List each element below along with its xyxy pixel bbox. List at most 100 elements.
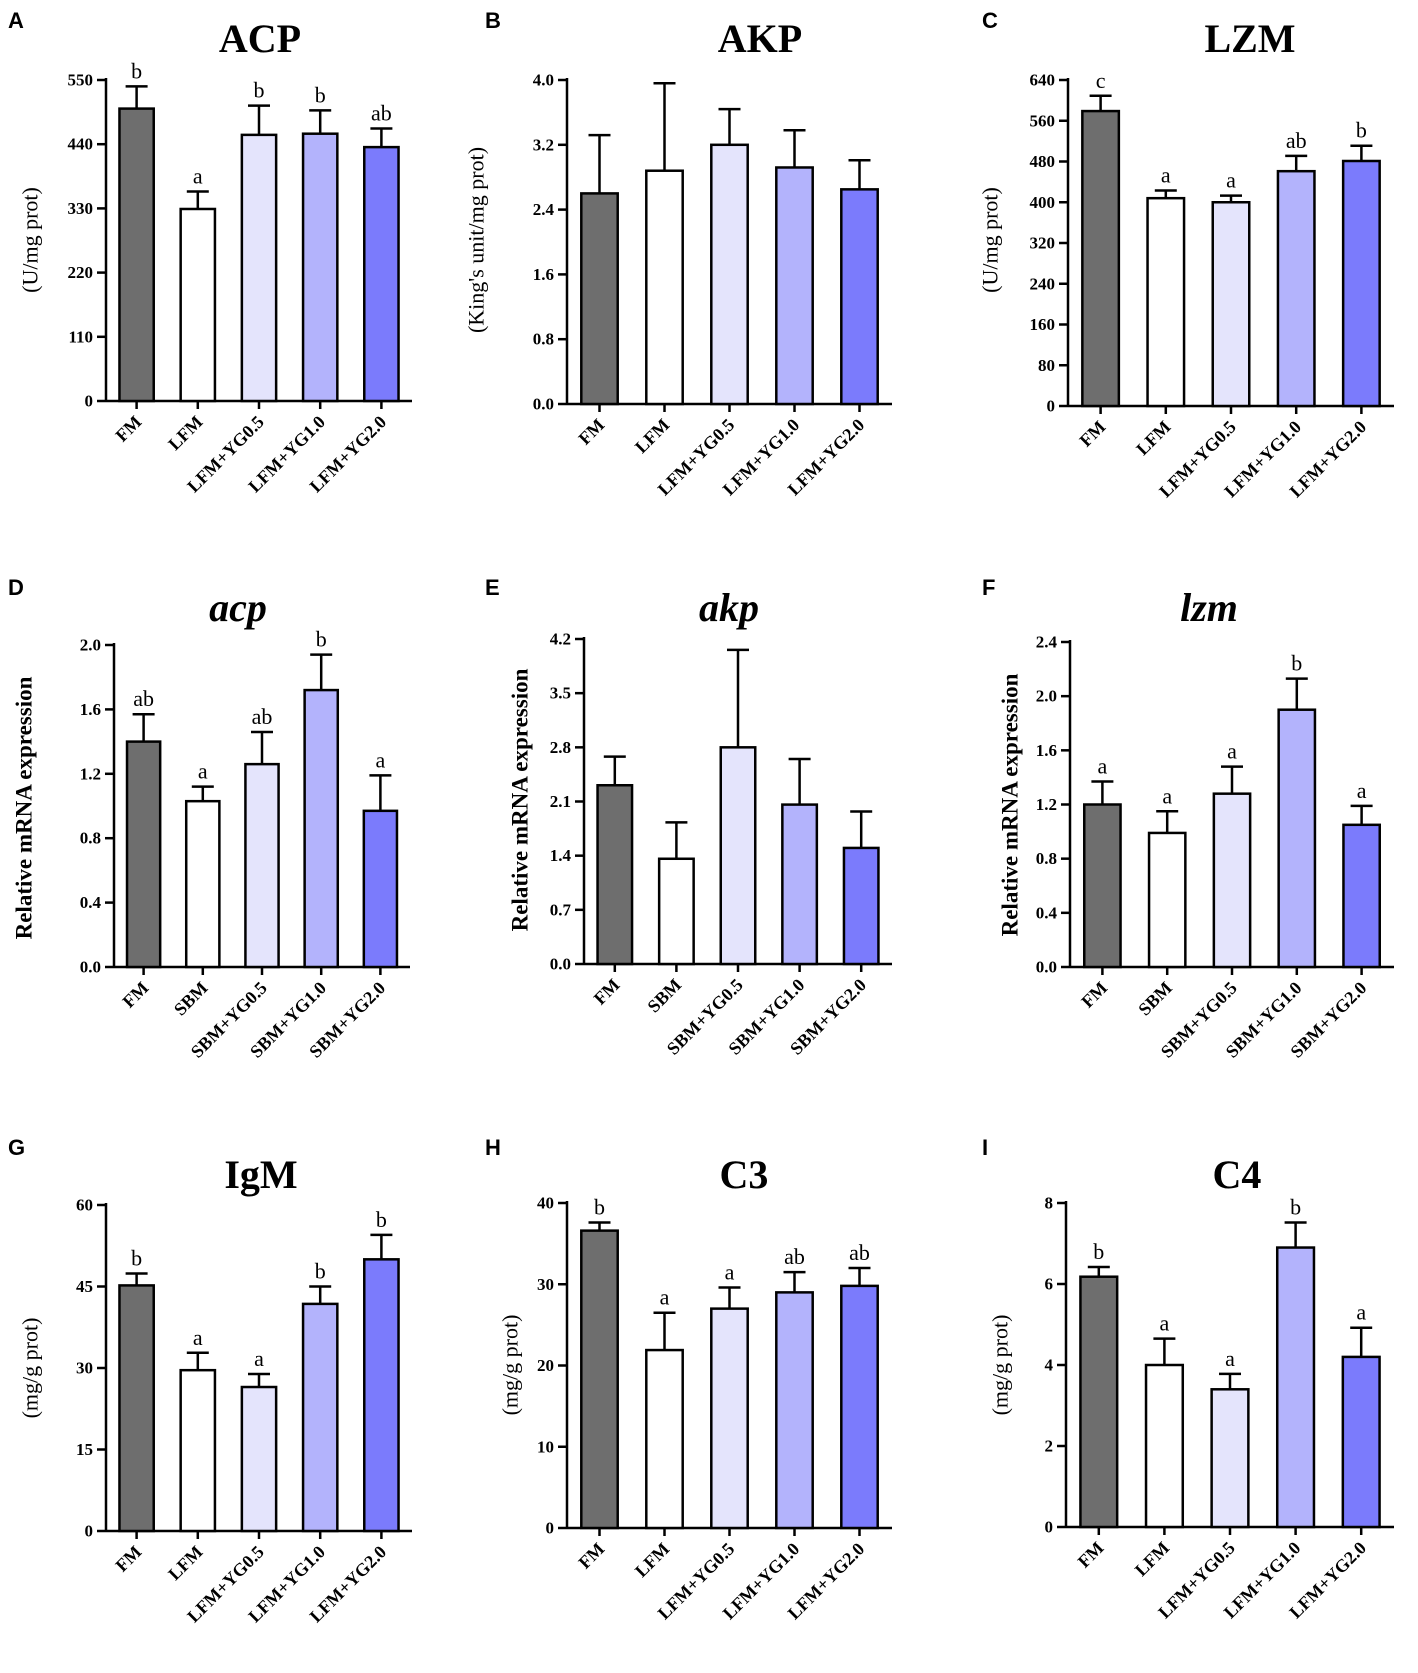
- significance-label: a: [1162, 783, 1172, 808]
- significance-label: a: [1225, 1346, 1235, 1371]
- y-axis-label: (mg/g prot): [18, 1318, 43, 1419]
- significance-label: a: [725, 1260, 735, 1285]
- y-tick-label: 0.4: [80, 893, 102, 912]
- y-tick-label: 60: [76, 1196, 93, 1215]
- panel-letter: G: [8, 1135, 25, 1160]
- bar-lfm-yg1-0: [301, 132, 339, 403]
- y-tick-label: 0: [1047, 397, 1056, 416]
- y-tick-label: 20: [537, 1356, 554, 1375]
- y-tick-label: 320: [1030, 234, 1056, 253]
- bar-lfm: [1146, 196, 1186, 408]
- y-tick-label: 240: [1030, 274, 1056, 293]
- y-tick-label: 640: [1030, 71, 1056, 90]
- y-tick-label: 2.8: [550, 738, 571, 757]
- category-label: SBM: [170, 978, 212, 1020]
- y-tick-label: 0: [85, 392, 94, 411]
- bar-lfm-yg0-5: [710, 143, 749, 406]
- significance-label: ab: [784, 1244, 805, 1269]
- chart-panel-c: C LZM (U/mg prot) 0 80 160 240 320 400 480 560 640 c…: [978, 8, 1394, 501]
- y-tick-label: 2.0: [1036, 687, 1057, 706]
- bar-fm: [118, 1284, 155, 1533]
- chart-panel-i: IC4(mg/g prot)02468bFMaLFMaLFM+YG0.5bLFM…: [982, 1135, 1394, 1622]
- significance-label: a: [193, 1325, 203, 1350]
- bar-lfm-yg0-5: [240, 1385, 278, 1533]
- category-label: LFM: [1132, 417, 1174, 459]
- y-tick-label: 0.0: [533, 395, 554, 414]
- category-label: FM: [1077, 978, 1111, 1012]
- significance-label: ab: [849, 1240, 870, 1265]
- bar-lfm: [179, 1368, 217, 1533]
- significance-label: a: [1161, 163, 1171, 188]
- chart-title: LZM: [1204, 16, 1295, 61]
- y-tick-label: 2: [1045, 1437, 1054, 1456]
- y-tick-label: 560: [1030, 111, 1056, 130]
- panel-letter: C: [982, 8, 998, 33]
- y-tick-label: 1.2: [80, 764, 101, 783]
- y-tick-label: 1.6: [80, 700, 101, 719]
- significance-label: ab: [252, 704, 273, 729]
- bar-sbm: [657, 857, 695, 966]
- y-tick-label: 0: [85, 1522, 94, 1541]
- significance-label: a: [198, 759, 208, 784]
- bar-sbm-yg2-0: [362, 809, 399, 969]
- y-tick-label: 0.0: [550, 955, 571, 974]
- bar-lfm-yg0-5: [710, 1307, 749, 1530]
- chart-title: C3: [720, 1152, 769, 1197]
- significance-label: b: [315, 1259, 326, 1284]
- category-label: FM: [1074, 1538, 1108, 1572]
- significance-label: b: [1356, 118, 1367, 143]
- y-tick-label: 0.8: [80, 829, 101, 848]
- y-tick-label: 0.4: [1036, 903, 1058, 922]
- y-tick-label: 10: [537, 1437, 554, 1456]
- y-tick-label: 1.4: [550, 846, 572, 865]
- chart-title: ACP: [219, 16, 301, 61]
- bar-lfm-yg0-5: [1211, 201, 1251, 408]
- y-axis-label: Relative mRNA expression: [998, 673, 1023, 936]
- bar-lfm-yg2-0: [840, 1284, 879, 1530]
- bar-lfm-yg2-0: [363, 1258, 400, 1533]
- y-tick-label: 2.1: [550, 792, 571, 811]
- y-tick-label: 8: [1045, 1194, 1054, 1213]
- y-tick-label: 2.0: [80, 636, 101, 655]
- y-tick-label: 440: [68, 135, 94, 154]
- bar-fm: [125, 740, 162, 969]
- bar-sbm: [184, 799, 221, 969]
- category-label: LFM: [631, 1539, 673, 1581]
- y-tick-label: 0: [546, 1519, 555, 1538]
- significance-label: ab: [1286, 128, 1307, 153]
- bar-sbm-yg0-5: [1212, 792, 1252, 969]
- y-axis-label: Relative mRNA expression: [12, 676, 37, 939]
- y-tick-label: 4.2: [550, 630, 571, 649]
- category-label: FM: [111, 1542, 145, 1576]
- y-tick-label: 45: [76, 1277, 93, 1296]
- bar-lfm-yg1-0: [1276, 169, 1316, 408]
- y-tick-label: 80: [1038, 356, 1055, 375]
- y-tick-label: 400: [1030, 193, 1056, 212]
- y-tick-label: 2.4: [533, 200, 555, 219]
- significance-label: b: [131, 58, 142, 83]
- significance-label: ab: [133, 686, 154, 711]
- y-axis-label: Relative mRNA expression: [508, 668, 533, 931]
- significance-label: c: [1096, 68, 1106, 93]
- category-label: FM: [118, 978, 152, 1012]
- bar-sbm-yg2-0: [842, 846, 880, 966]
- category-label: FM: [111, 412, 145, 446]
- y-tick-label: 3.2: [533, 135, 554, 154]
- bar-lfm: [645, 1348, 684, 1530]
- category-label: FM: [590, 975, 624, 1009]
- significance-label: b: [254, 78, 265, 103]
- y-tick-label: 30: [76, 1359, 93, 1378]
- bar-lfm: [179, 207, 217, 403]
- y-tick-label: 550: [68, 71, 94, 90]
- significance-label: b: [131, 1245, 142, 1270]
- y-axis-label: (mg/g prot): [498, 1315, 523, 1416]
- y-tick-label: 160: [1030, 315, 1056, 334]
- y-tick-label: 40: [537, 1194, 554, 1213]
- significance-label: b: [1290, 1194, 1301, 1219]
- category-label: FM: [574, 415, 608, 449]
- panel-letter: I: [982, 1135, 988, 1160]
- y-tick-label: 0.8: [533, 330, 554, 349]
